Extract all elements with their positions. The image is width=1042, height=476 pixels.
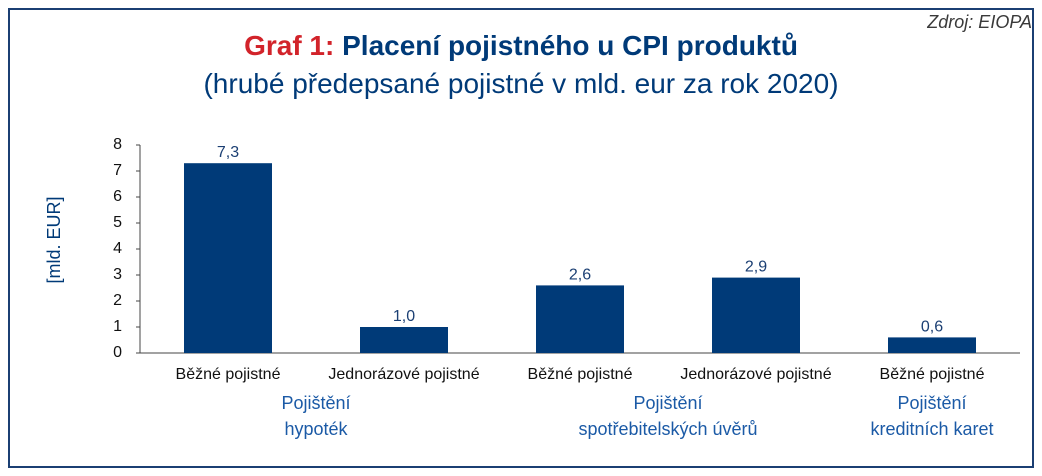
source-note: Zdroj: EIOPA	[927, 12, 1032, 32]
y-tick-label: 8	[113, 136, 122, 153]
group-label-line2: spotřebitelských úvěrů	[578, 419, 757, 439]
y-tick-labels: 0 1 2 3 4 5 6 7 8	[113, 136, 122, 361]
group-label-line1: Pojištění	[633, 393, 702, 413]
group-label-line1: Pojištění	[281, 393, 350, 413]
group-labels: Pojištění hypoték Pojištění spotřebitelskýc…	[281, 393, 993, 439]
category-label: Jednorázové pojistné	[680, 366, 831, 383]
y-tick-label: 2	[113, 292, 122, 309]
chart-title-main: Placení pojistného u CPI produktů	[342, 30, 798, 61]
data-label: 7,3	[217, 144, 239, 161]
y-tick-label: 1	[113, 318, 122, 335]
y-tick-label: 5	[113, 214, 122, 231]
chart-title-prefix: Graf 1:	[244, 30, 335, 61]
y-tick-label: 7	[113, 162, 122, 179]
group-label-line2: kreditních karet	[870, 419, 993, 439]
category-label: Běžné pojistné	[880, 366, 985, 383]
bar	[712, 277, 800, 353]
y-tick-label: 3	[113, 266, 122, 283]
y-tick-label: 4	[113, 240, 122, 257]
bar	[184, 163, 272, 353]
bar	[888, 337, 976, 353]
group-label-line1: Pojištění	[897, 393, 966, 413]
data-label: 1,0	[393, 308, 415, 325]
group-label-line2: hypoték	[284, 419, 348, 439]
chart-title: Graf 1: Placení pojistného u CPI produkt…	[0, 30, 1042, 62]
chart-subtitle: (hrubé předepsané pojistné v mld. eur za…	[203, 68, 839, 99]
y-tick-label: 0	[113, 344, 122, 361]
data-labels: 7,3 1,0 2,6 2,9 0,6	[217, 144, 943, 335]
bars	[184, 163, 976, 353]
data-label: 2,6	[569, 266, 591, 283]
bar	[536, 285, 624, 353]
chart-frame	[8, 8, 1034, 468]
y-tick-label: 6	[113, 188, 122, 205]
data-label: 2,9	[745, 259, 767, 276]
category-label: Běžné pojistné	[176, 366, 281, 383]
category-labels: Běžné pojistné Jednorázové pojistné Běžné …	[176, 366, 985, 383]
y-axis-label: [mld. EUR]	[44, 196, 64, 283]
bar	[360, 327, 448, 353]
category-label: Běžné pojistné	[528, 366, 633, 383]
category-label: Jednorázové pojistné	[328, 366, 479, 383]
data-label: 0,6	[921, 318, 943, 335]
